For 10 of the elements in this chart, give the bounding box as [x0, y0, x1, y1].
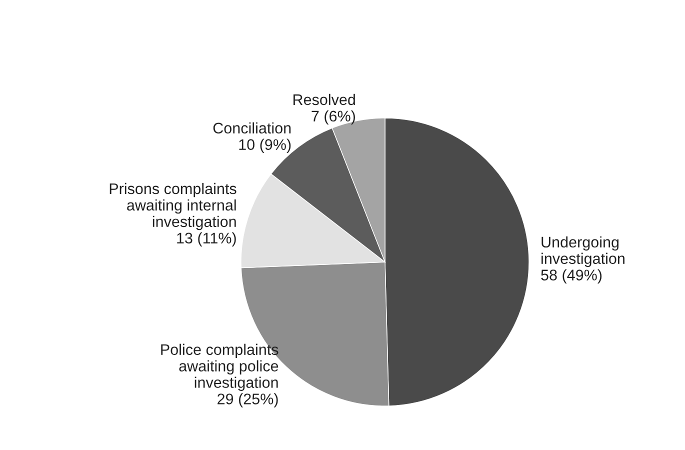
slice-label: Prisons complaints awaiting internal investigation	[110, 182, 236, 230]
slice-label: Resolved	[294, 94, 355, 106]
data-label: 29 (25%)	[218, 393, 278, 408]
data-label: 10 (9%)	[239, 138, 291, 154]
slice-label: Undergoing investigation	[542, 236, 624, 268]
data-label: 58 (49%)	[541, 269, 602, 284]
slice-label: Conciliation	[213, 122, 291, 134]
data-label: 13 (11%)	[177, 232, 236, 247]
slice-label: Police complaints awaiting police investigation	[161, 344, 278, 391]
data-label: 7 (6%)	[312, 110, 355, 125]
